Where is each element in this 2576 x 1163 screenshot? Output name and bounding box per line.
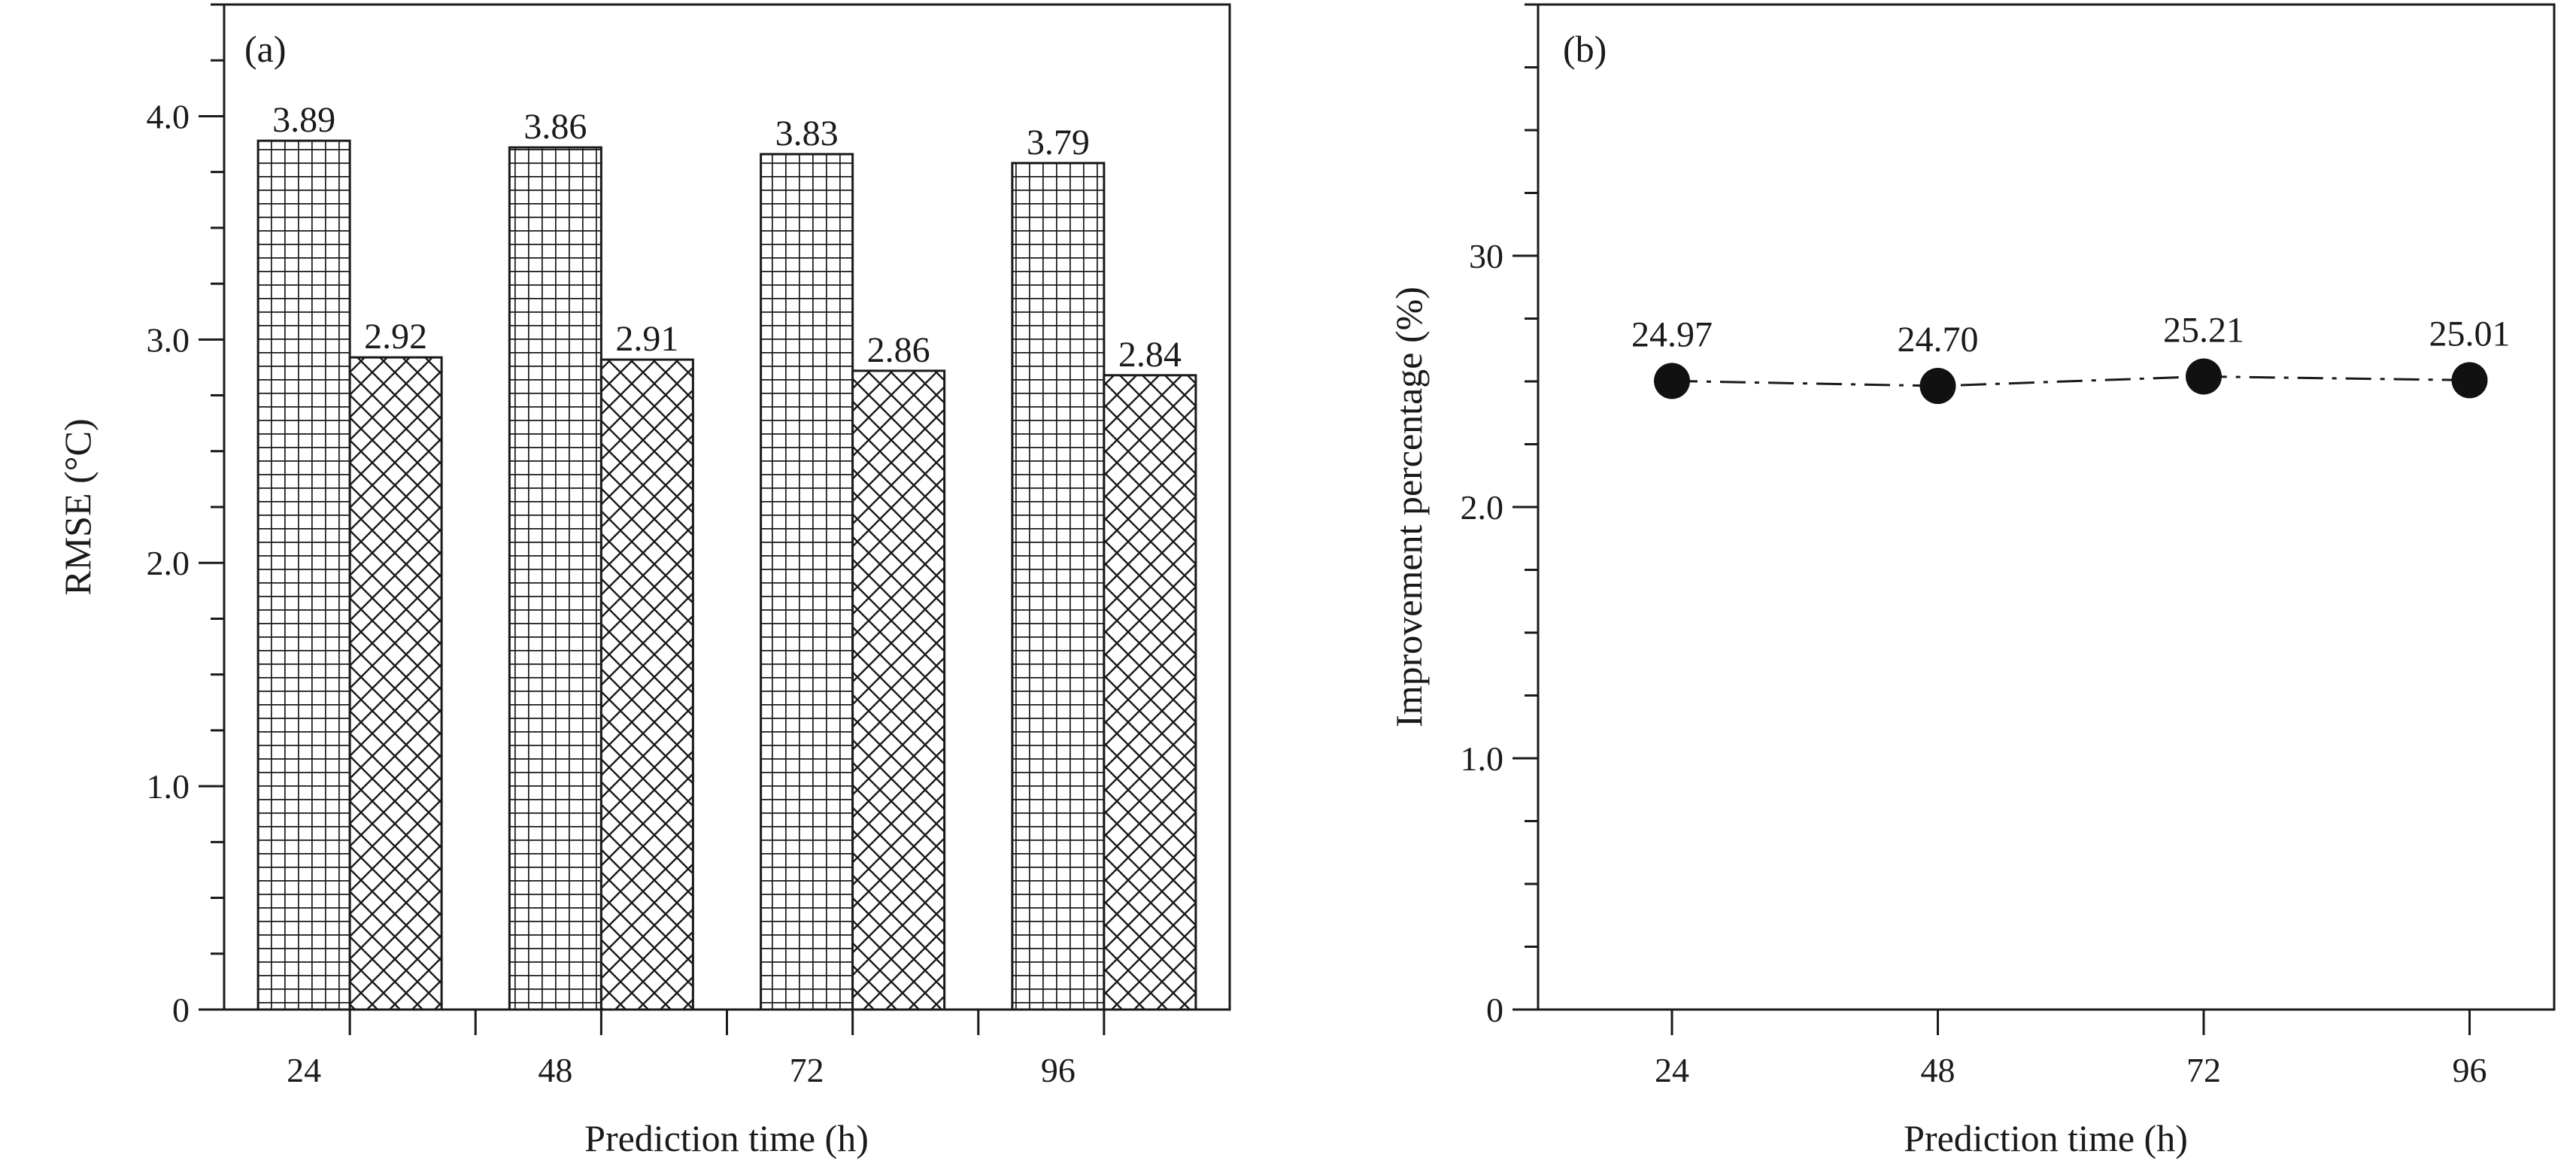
point-value-label: 25.01 (2429, 314, 2511, 354)
bar-series1-24 (256, 139, 351, 1011)
bar-series2-72 (851, 369, 946, 1011)
x-tick-label-a: 72 (790, 1051, 824, 1089)
chart-panel-a: (a) Prediction time (h) RMSE (°C) 0 1.0 2.… (56, 3, 1231, 1159)
y-tick-label-b: 1.0 (1461, 739, 1504, 778)
x-tick-label-a: 96 (1041, 1051, 1076, 1089)
y-tick-label-a: 4.0 (147, 97, 190, 135)
bar-series2-48 (599, 358, 694, 1011)
bar-series2-96 (1103, 374, 1197, 1011)
x-axis-label-a: Prediction time (h) (584, 1117, 869, 1159)
y-tick-label-b: 2.0 (1461, 488, 1504, 527)
bar-value-label: 3.89 (272, 100, 335, 140)
y-axis-label-a: RMSE (°C) (56, 418, 99, 595)
bar-value-label: 2.91 (615, 319, 678, 359)
bar-series1-48 (508, 146, 602, 1011)
bar-value-label: 2.92 (364, 317, 427, 357)
y-tick-label-a: 1.0 (147, 767, 190, 806)
x-tick-label-b: 48 (1921, 1051, 1956, 1089)
bar-value-label: 3.79 (1027, 123, 1090, 162)
bar-value-label: 2.86 (867, 330, 930, 370)
x-axis-label-b: Prediction time (h) (1904, 1117, 2188, 1159)
x-tick-label-b: 96 (2453, 1051, 2487, 1089)
panel-label-b: (b) (1563, 28, 1607, 70)
panel-label-a: (a) (244, 28, 287, 70)
y-tick-label-a: 2.0 (147, 544, 190, 582)
bar-value-label: 2.84 (1118, 335, 1182, 375)
bar-value-label: 3.83 (775, 114, 839, 153)
chart-panel-b: (b) Prediction time (h) Improvement perc… (1388, 3, 2556, 1159)
data-point-72 (2186, 358, 2222, 395)
y-tick-label-a: 0 (172, 991, 190, 1029)
x-tick-label-b: 72 (2186, 1051, 2221, 1089)
x-tick-label-a: 48 (538, 1051, 572, 1089)
x-tick-label-b: 24 (1655, 1051, 1689, 1089)
data-point-24 (1654, 363, 1690, 399)
y-tick-label-a: 3.0 (147, 320, 190, 359)
point-value-label: 24.70 (1898, 320, 1979, 360)
series-line (1671, 375, 2470, 387)
y-tick-label-b: 0 (1486, 991, 1503, 1029)
point-value-label: 24.97 (1631, 314, 1713, 354)
plot-frame-b (1537, 3, 2556, 1011)
bar-series1-72 (760, 153, 854, 1011)
data-point-48 (1919, 368, 1956, 405)
bar-value-label: 3.86 (523, 107, 587, 147)
bar-series2-24 (348, 356, 443, 1011)
data-point-96 (2451, 362, 2488, 399)
y-axis-label-b: Improvement percentage (%) (1388, 287, 1430, 727)
x-tick-label-a: 24 (287, 1051, 321, 1089)
bar-series1-96 (1011, 162, 1106, 1011)
y-tick-label-b: 30 (1469, 237, 1503, 275)
point-value-label: 25.21 (2163, 311, 2244, 351)
